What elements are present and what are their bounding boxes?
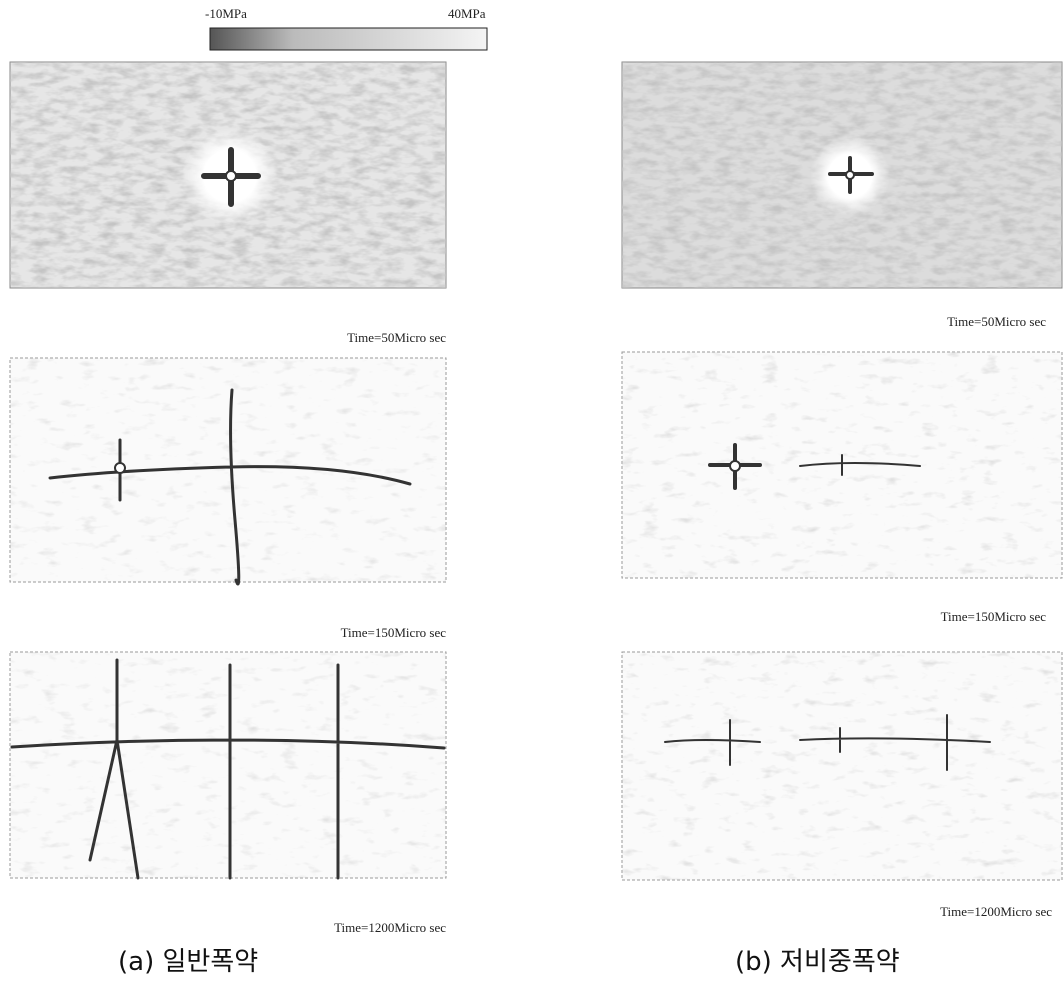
panel-b-1 — [621, 61, 1063, 289]
caption: Time=1200Micro sec — [940, 904, 1052, 919]
colorbar-min-label: -10MPa — [205, 6, 247, 21]
caption: Time=1200Micro sec — [334, 920, 446, 935]
panel-a-2 — [9, 357, 447, 586]
panel-a-1 — [9, 61, 447, 289]
caption: Time=150Micro sec — [941, 609, 1047, 624]
colorbar-max-label: 40MPa — [448, 6, 486, 21]
panel-a-3 — [9, 651, 447, 880]
caption: Time=50Micro sec — [347, 330, 446, 345]
caption: Time=150Micro sec — [341, 625, 447, 640]
panel-b-3 — [621, 651, 1063, 881]
colorbar — [209, 27, 488, 51]
panel-label: (b) 저비중폭약 — [735, 947, 900, 977]
panel-label: (a) 일반폭약 — [118, 947, 258, 977]
panel-b-2 — [621, 351, 1063, 579]
caption: Time=50Micro sec — [947, 314, 1046, 329]
